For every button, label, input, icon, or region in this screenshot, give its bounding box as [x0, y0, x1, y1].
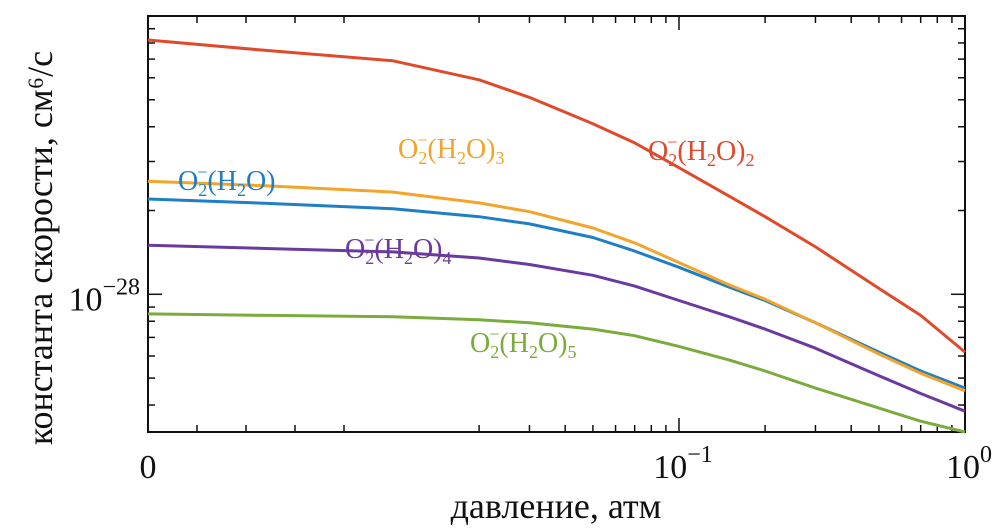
series-label-o2-h2o-5: O2−(H2O)5 — [470, 324, 576, 362]
series-label-o2-h2o-4: O2−(H2O)4 — [345, 230, 451, 268]
series-line-1 — [147, 38, 966, 354]
y-tick-label-0: 10−28 — [68, 274, 140, 318]
x-tick-label-0: 0 — [140, 449, 157, 486]
x-tick-label-1: 10−1 — [653, 442, 713, 486]
series-line-2 — [147, 179, 966, 393]
y-axis-ticks — [148, 15, 965, 406]
series-line-4 — [147, 312, 966, 434]
series-line-3 — [147, 243, 966, 413]
plot-frame — [147, 15, 966, 433]
x-axis-title: давление, атм — [451, 486, 662, 526]
y-axis-title: константа скорости, см⁶/с — [20, 51, 60, 445]
series-label-o2-h2o: O2−(H2O) — [178, 162, 275, 200]
series-label-o2-h2o-3: O2−(H2O)3 — [398, 130, 504, 168]
series-lines — [147, 38, 966, 434]
x-tick-label-2: 100 — [946, 442, 992, 486]
series-label-o2-h2o-2: O2−(H2O)2 — [648, 132, 754, 170]
